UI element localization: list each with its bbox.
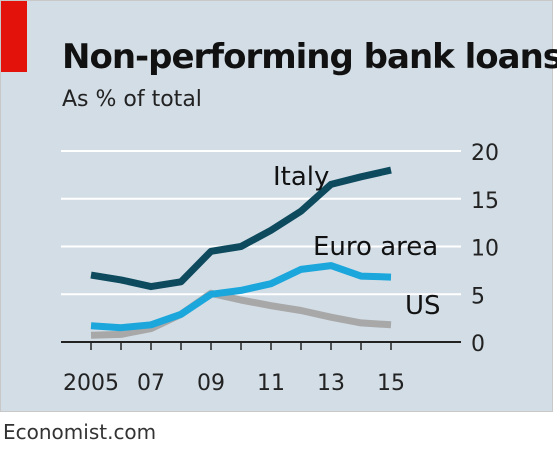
chart-subtitle: As % of total	[62, 87, 202, 112]
axes: 0 5 10 15 20 2005 07 09 11 13 15	[61, 141, 499, 396]
x-tick-label-07: 07	[137, 371, 165, 396]
series-lines	[90, 166, 392, 339]
series-line-italy	[90, 166, 392, 291]
x-tick-label-15: 15	[377, 371, 405, 396]
x-tick-label-13: 13	[317, 371, 345, 396]
gridlines	[61, 150, 461, 296]
chart-panel: Non-performing bank loans As % of total …	[0, 0, 557, 412]
series-line-euro-area	[90, 262, 392, 332]
y-tick-label-0: 0	[471, 332, 485, 357]
x-tick-label-2005: 2005	[63, 371, 119, 396]
x-tick-label-11: 11	[257, 371, 285, 396]
y-tick-label-15: 15	[471, 189, 499, 214]
chart-title: Non-performing bank loans	[62, 37, 557, 77]
y-tick-label-10: 10	[471, 237, 499, 262]
series-line-us	[90, 289, 392, 339]
series-label-euro-area: Euro area	[313, 232, 438, 262]
line-chart: Italy Euro area US 0 5 10 15 20 2005 07 09 11 13 15	[61, 141, 499, 396]
y-tick-label-20: 20	[471, 141, 499, 166]
source-credit: Economist.com	[3, 420, 157, 444]
series-label-italy: Italy	[273, 162, 329, 192]
series-label-us: US	[405, 291, 441, 321]
x-tick-label-09: 09	[197, 371, 225, 396]
y-tick-label-5: 5	[471, 284, 485, 309]
economist-red-tag	[1, 1, 27, 72]
series-labels: Italy Euro area US	[273, 162, 441, 321]
